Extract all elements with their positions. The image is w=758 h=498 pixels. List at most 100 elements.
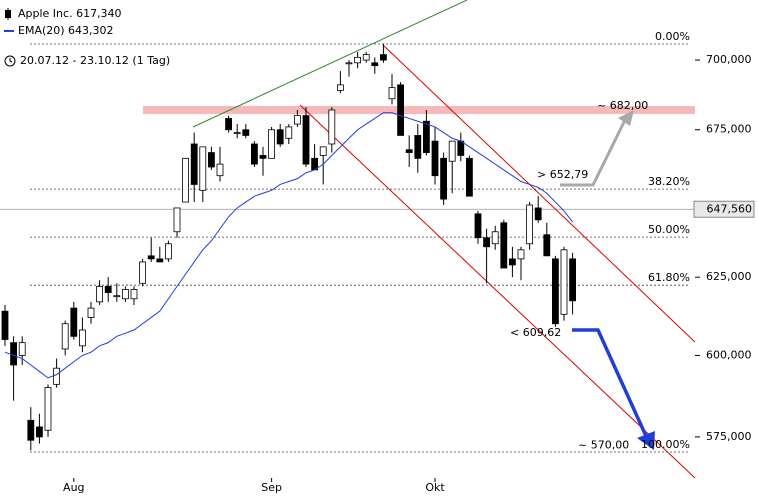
legend: Apple Inc. 617,340 EMA(20) 643,302 20.07… <box>4 7 170 67</box>
arrow-blue-head <box>637 431 655 450</box>
candle-body <box>354 56 362 64</box>
candle-body <box>569 258 576 302</box>
annotation: ~ 570,00 <box>578 439 629 452</box>
candle-body <box>483 237 491 248</box>
candle-body <box>508 258 516 266</box>
candle-body <box>199 146 207 191</box>
candle-body <box>216 163 224 177</box>
fib-label: 61.80% <box>648 271 690 284</box>
candle-body <box>534 207 542 221</box>
candle-body <box>36 426 43 438</box>
candle-body <box>259 155 267 159</box>
candle-body <box>113 295 121 298</box>
candle-body <box>147 255 155 260</box>
candle-body <box>130 289 138 300</box>
x-tick-label: Aug <box>63 481 84 494</box>
candle-body <box>156 258 164 263</box>
annotation: ~ 682,00 <box>597 99 648 112</box>
candle-body <box>500 222 508 269</box>
resistance-band <box>143 105 695 114</box>
candle-body <box>53 367 60 385</box>
candle-body <box>250 143 258 165</box>
candle-body <box>517 249 525 260</box>
annotation: < 609,62 <box>510 326 561 339</box>
annotation: > 652,79 <box>537 168 588 181</box>
candle-body <box>10 342 17 366</box>
date-range: 20.07.12 - 23.10.12 (1 Tag) <box>20 54 170 67</box>
candle-body <box>87 307 95 318</box>
candle-body <box>388 87 396 100</box>
ema-line <box>4 112 573 379</box>
candle-body <box>457 140 465 156</box>
candle-body <box>207 152 215 168</box>
candle-body <box>122 289 129 300</box>
candle-body <box>405 149 413 153</box>
candle-body <box>379 54 387 61</box>
candle-body <box>18 342 26 356</box>
y-tick-label: 600,000 <box>706 348 752 361</box>
candle-body <box>328 109 336 145</box>
candle-body <box>371 62 379 66</box>
y-tick-label: 700,000 <box>706 53 752 66</box>
arrow-gray-head <box>618 110 634 126</box>
legend-ema: EMA(20) 643,302 <box>18 24 114 37</box>
candle-body <box>491 231 499 245</box>
candle-body <box>319 146 327 156</box>
legend-candle <box>5 10 11 18</box>
candle-body <box>182 157 190 203</box>
candle-body <box>27 419 35 441</box>
candle-body <box>543 234 551 257</box>
legend-price: Apple Inc. 617,340 <box>18 7 122 20</box>
candle-body <box>225 118 233 131</box>
candle-body <box>397 84 405 136</box>
candle-body <box>276 129 284 145</box>
candle-body <box>242 129 250 136</box>
candle-body <box>474 213 482 239</box>
candle-body <box>293 115 301 125</box>
candle-body <box>560 249 568 315</box>
candle-body <box>139 261 147 284</box>
channel-lower <box>299 104 696 479</box>
arrow-blue <box>572 328 648 437</box>
x-tick-label: Okt <box>425 481 445 494</box>
trend-line-green <box>192 0 468 128</box>
candle-body <box>233 132 241 134</box>
candle-body <box>345 62 353 65</box>
candle-body <box>70 307 78 337</box>
candle-body <box>61 323 69 350</box>
y-tick-label: 675,000 <box>706 123 752 136</box>
candle-body <box>526 204 533 245</box>
x-tick-label: Sep <box>261 481 282 494</box>
candle-body <box>268 129 276 159</box>
current-price-label: 647,560 <box>707 202 753 215</box>
candle-body <box>440 157 448 200</box>
candle-body <box>465 157 473 197</box>
fib-label: 0.00% <box>655 30 690 43</box>
candle-body <box>414 135 422 159</box>
channel-upper <box>382 44 696 343</box>
candle-body <box>552 258 559 325</box>
candle-body <box>285 126 293 139</box>
clock-hands <box>9 58 13 63</box>
candle-body <box>448 140 456 162</box>
trend-lines <box>192 0 696 479</box>
fib-label: 50.00% <box>648 223 690 236</box>
candle-body <box>302 115 310 165</box>
fib-label: 38.20% <box>648 175 690 188</box>
y-tick-label: 625,000 <box>706 270 752 283</box>
candle-body <box>422 120 430 153</box>
candle-body <box>96 285 103 303</box>
arrow-gray <box>560 117 628 187</box>
candle-body <box>44 387 52 431</box>
candle-body <box>79 329 86 347</box>
current-price-box <box>693 200 755 218</box>
candle-body <box>336 84 344 91</box>
candle-body <box>164 243 172 260</box>
fib-label: 100.00% <box>641 438 690 451</box>
background-layer <box>0 43 695 453</box>
candle-body <box>431 140 439 177</box>
candle-body <box>1 310 9 340</box>
candle-body <box>104 285 112 293</box>
clock-icon <box>4 55 16 67</box>
